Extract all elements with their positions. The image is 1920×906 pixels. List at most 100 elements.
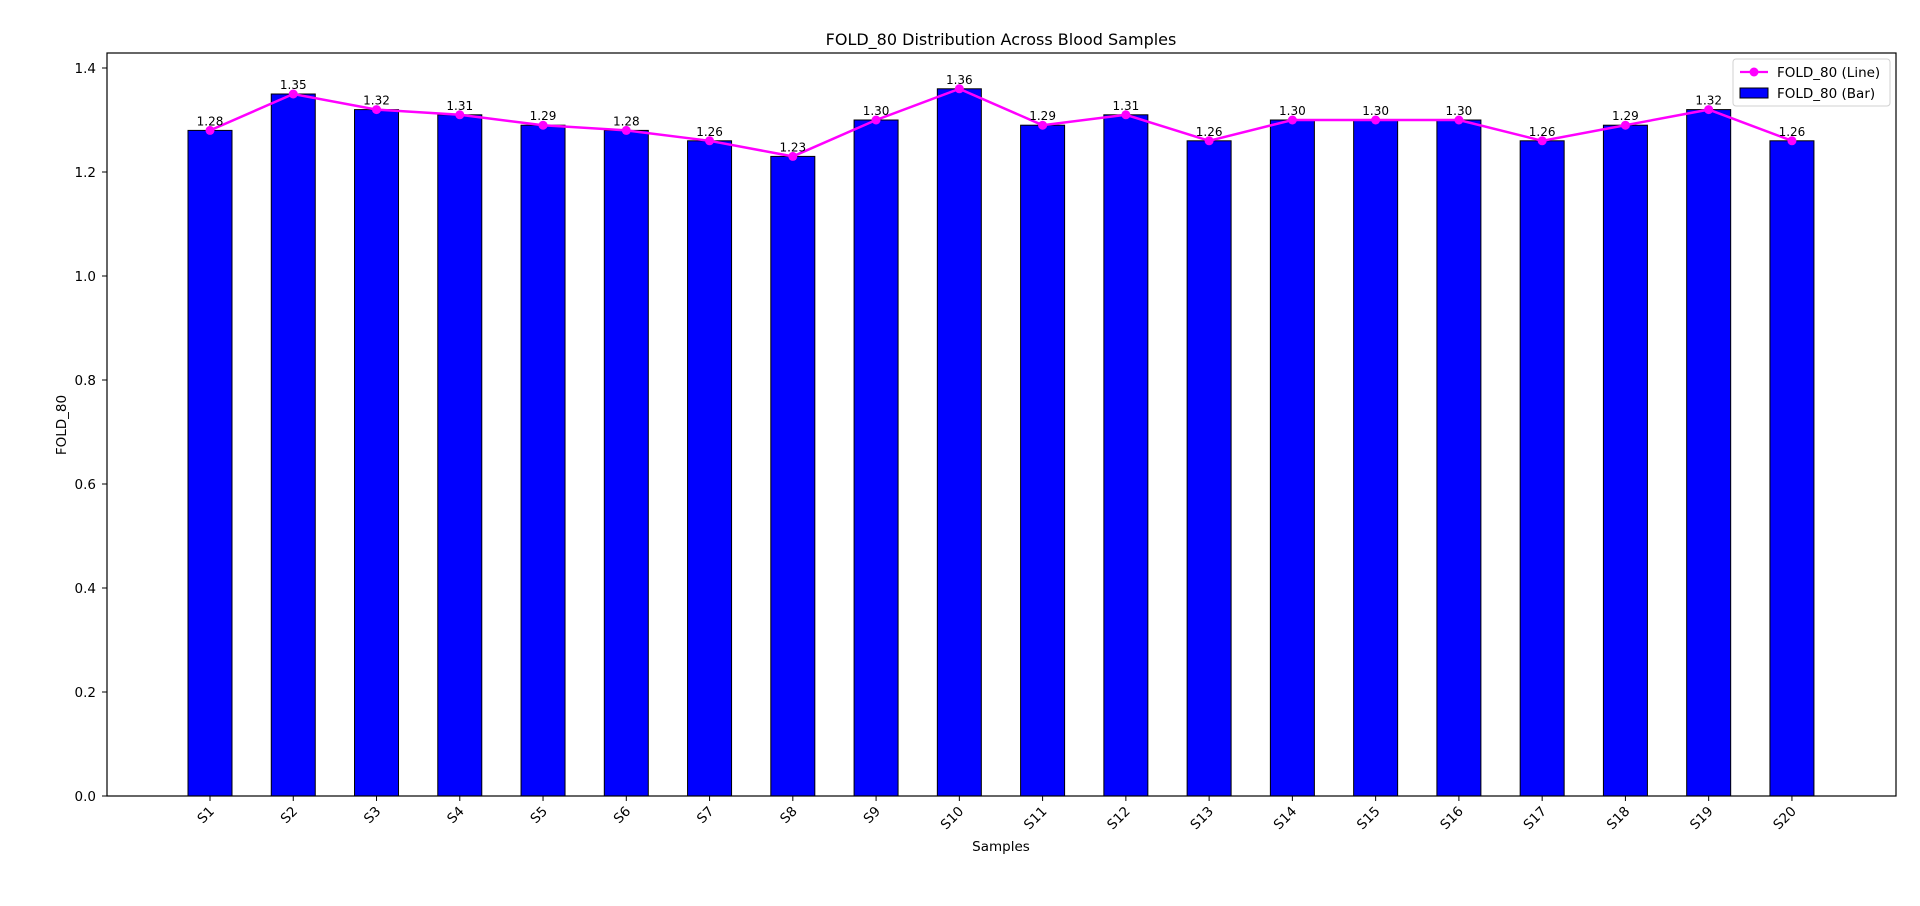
bar-S14 bbox=[1269, 119, 1315, 797]
x-tick-label: S8 bbox=[777, 804, 800, 827]
x-axis: S1 S2 S3 S4 S5 S6 S7 S8 S9 S10 S11 S12 S13 S14 S15 S16 S… bbox=[194, 796, 1800, 834]
data-label: 1.29 bbox=[1029, 109, 1056, 123]
line-marker bbox=[1204, 136, 1214, 146]
legend-frame bbox=[1732, 58, 1891, 107]
y-tick-label: 0.8 bbox=[75, 373, 96, 389]
bar-S9 bbox=[853, 119, 899, 797]
bar-S7 bbox=[687, 140, 733, 797]
x-tick-label: S3 bbox=[361, 804, 384, 827]
data-label: 1.29 bbox=[1612, 109, 1639, 123]
data-label: 1.28 bbox=[613, 114, 640, 128]
data-label: 1.31 bbox=[446, 99, 473, 113]
bar-S3 bbox=[354, 109, 400, 797]
legend-bar-swatch bbox=[1739, 87, 1769, 99]
line-path bbox=[209, 87, 1793, 158]
line-marker bbox=[538, 120, 548, 130]
bar-S8 bbox=[770, 155, 816, 797]
x-tick-label: S10 bbox=[938, 804, 968, 834]
line-marker bbox=[1287, 115, 1297, 125]
data-label: 1.35 bbox=[280, 78, 307, 92]
bar-S12 bbox=[1103, 114, 1149, 797]
data-label: 1.29 bbox=[530, 109, 557, 123]
data-label: 1.30 bbox=[1362, 104, 1389, 118]
x-tick-label: S14 bbox=[1271, 804, 1301, 834]
bar-S11 bbox=[1020, 124, 1066, 797]
x-tick-label: S18 bbox=[1604, 804, 1634, 834]
data-label: 1.31 bbox=[1113, 99, 1140, 113]
bar-S17 bbox=[1519, 140, 1565, 797]
line-marker bbox=[705, 136, 715, 146]
chart-title: FOLD_80 Distribution Across Blood Sample… bbox=[826, 30, 1177, 50]
line-marker bbox=[621, 125, 631, 135]
line-marker bbox=[1620, 120, 1630, 130]
x-tick-label: S16 bbox=[1437, 804, 1467, 834]
y-tick-label: 0.0 bbox=[75, 789, 96, 805]
bar-S19 bbox=[1686, 109, 1732, 797]
data-label: 1.26 bbox=[1779, 125, 1806, 139]
data-label: 1.23 bbox=[779, 140, 806, 154]
x-tick-label: S6 bbox=[611, 804, 634, 827]
bar-S2 bbox=[270, 93, 316, 797]
bar-S13 bbox=[1186, 140, 1232, 797]
y-tick-label: 1.4 bbox=[75, 61, 96, 77]
legend-entry-line: FOLD_80 (Line) bbox=[1777, 65, 1880, 81]
bar-S16 bbox=[1436, 119, 1482, 797]
line-marker bbox=[1038, 120, 1048, 130]
y-tick-label: 1.2 bbox=[75, 165, 96, 181]
bar-S20 bbox=[1769, 140, 1815, 797]
x-tick-label: S12 bbox=[1104, 804, 1134, 834]
y-axis-label: FOLD_80 bbox=[54, 395, 70, 455]
bar-S18 bbox=[1602, 124, 1648, 797]
legend-marker-icon bbox=[1749, 67, 1759, 77]
line-marker bbox=[205, 125, 215, 135]
x-tick-label: S7 bbox=[694, 804, 717, 827]
bar-S15 bbox=[1353, 119, 1399, 797]
x-tick-label: S4 bbox=[444, 804, 467, 827]
x-tick-label: S19 bbox=[1687, 804, 1717, 834]
legend: FOLD_80 (Line) FOLD_80 (Bar) bbox=[1732, 58, 1891, 107]
data-label: 1.32 bbox=[1695, 94, 1722, 108]
x-tick-label: S13 bbox=[1187, 804, 1217, 834]
bar-S1 bbox=[187, 129, 233, 797]
line-marker bbox=[1704, 105, 1714, 115]
line-marker bbox=[1371, 115, 1381, 125]
data-label: 1.30 bbox=[1279, 104, 1306, 118]
line-marker bbox=[1121, 110, 1131, 120]
x-tick-label: S15 bbox=[1354, 804, 1384, 834]
bar-S10 bbox=[936, 88, 982, 797]
x-tick-label: S9 bbox=[860, 804, 883, 827]
line-marker bbox=[1454, 115, 1464, 125]
data-label: 1.30 bbox=[1446, 104, 1473, 118]
data-label: 1.26 bbox=[1196, 125, 1223, 139]
bar-S5 bbox=[520, 124, 566, 797]
bar-S6 bbox=[603, 129, 649, 797]
bar-series bbox=[187, 88, 1815, 797]
data-labels: 1.28 1.35 1.32 1.31 1.29 1.28 1.26 1.23 1.30 1.36… bbox=[197, 73, 1806, 155]
x-tick-label: S2 bbox=[278, 804, 301, 827]
y-tick-label: 0.4 bbox=[75, 581, 96, 597]
line-marker bbox=[1787, 136, 1797, 146]
line-marker bbox=[788, 151, 798, 161]
y-tick-label: 1.0 bbox=[75, 269, 96, 285]
data-label: 1.36 bbox=[946, 73, 973, 87]
line-marker bbox=[954, 84, 964, 94]
data-label: 1.30 bbox=[863, 104, 890, 118]
data-label: 1.32 bbox=[363, 94, 390, 108]
line-marker bbox=[455, 110, 465, 120]
x-tick-label: S11 bbox=[1021, 804, 1051, 834]
x-tick-label: S20 bbox=[1770, 804, 1800, 834]
line-marker bbox=[871, 115, 881, 125]
x-tick-label: S1 bbox=[194, 804, 217, 827]
y-tick-label: 0.6 bbox=[75, 477, 96, 493]
y-axis: 0.0 0.2 0.4 0.6 0.8 1.0 1.2 1.4 bbox=[75, 61, 107, 805]
data-label: 1.28 bbox=[197, 114, 224, 128]
bar-S4 bbox=[437, 114, 483, 797]
x-tick-label: S5 bbox=[527, 804, 550, 827]
line-marker bbox=[288, 89, 298, 99]
line-series bbox=[205, 84, 1797, 161]
plot-area-frame bbox=[106, 52, 1897, 797]
x-axis-label: Samples bbox=[972, 839, 1030, 855]
data-label: 1.26 bbox=[1529, 125, 1556, 139]
line-marker bbox=[1537, 136, 1547, 146]
